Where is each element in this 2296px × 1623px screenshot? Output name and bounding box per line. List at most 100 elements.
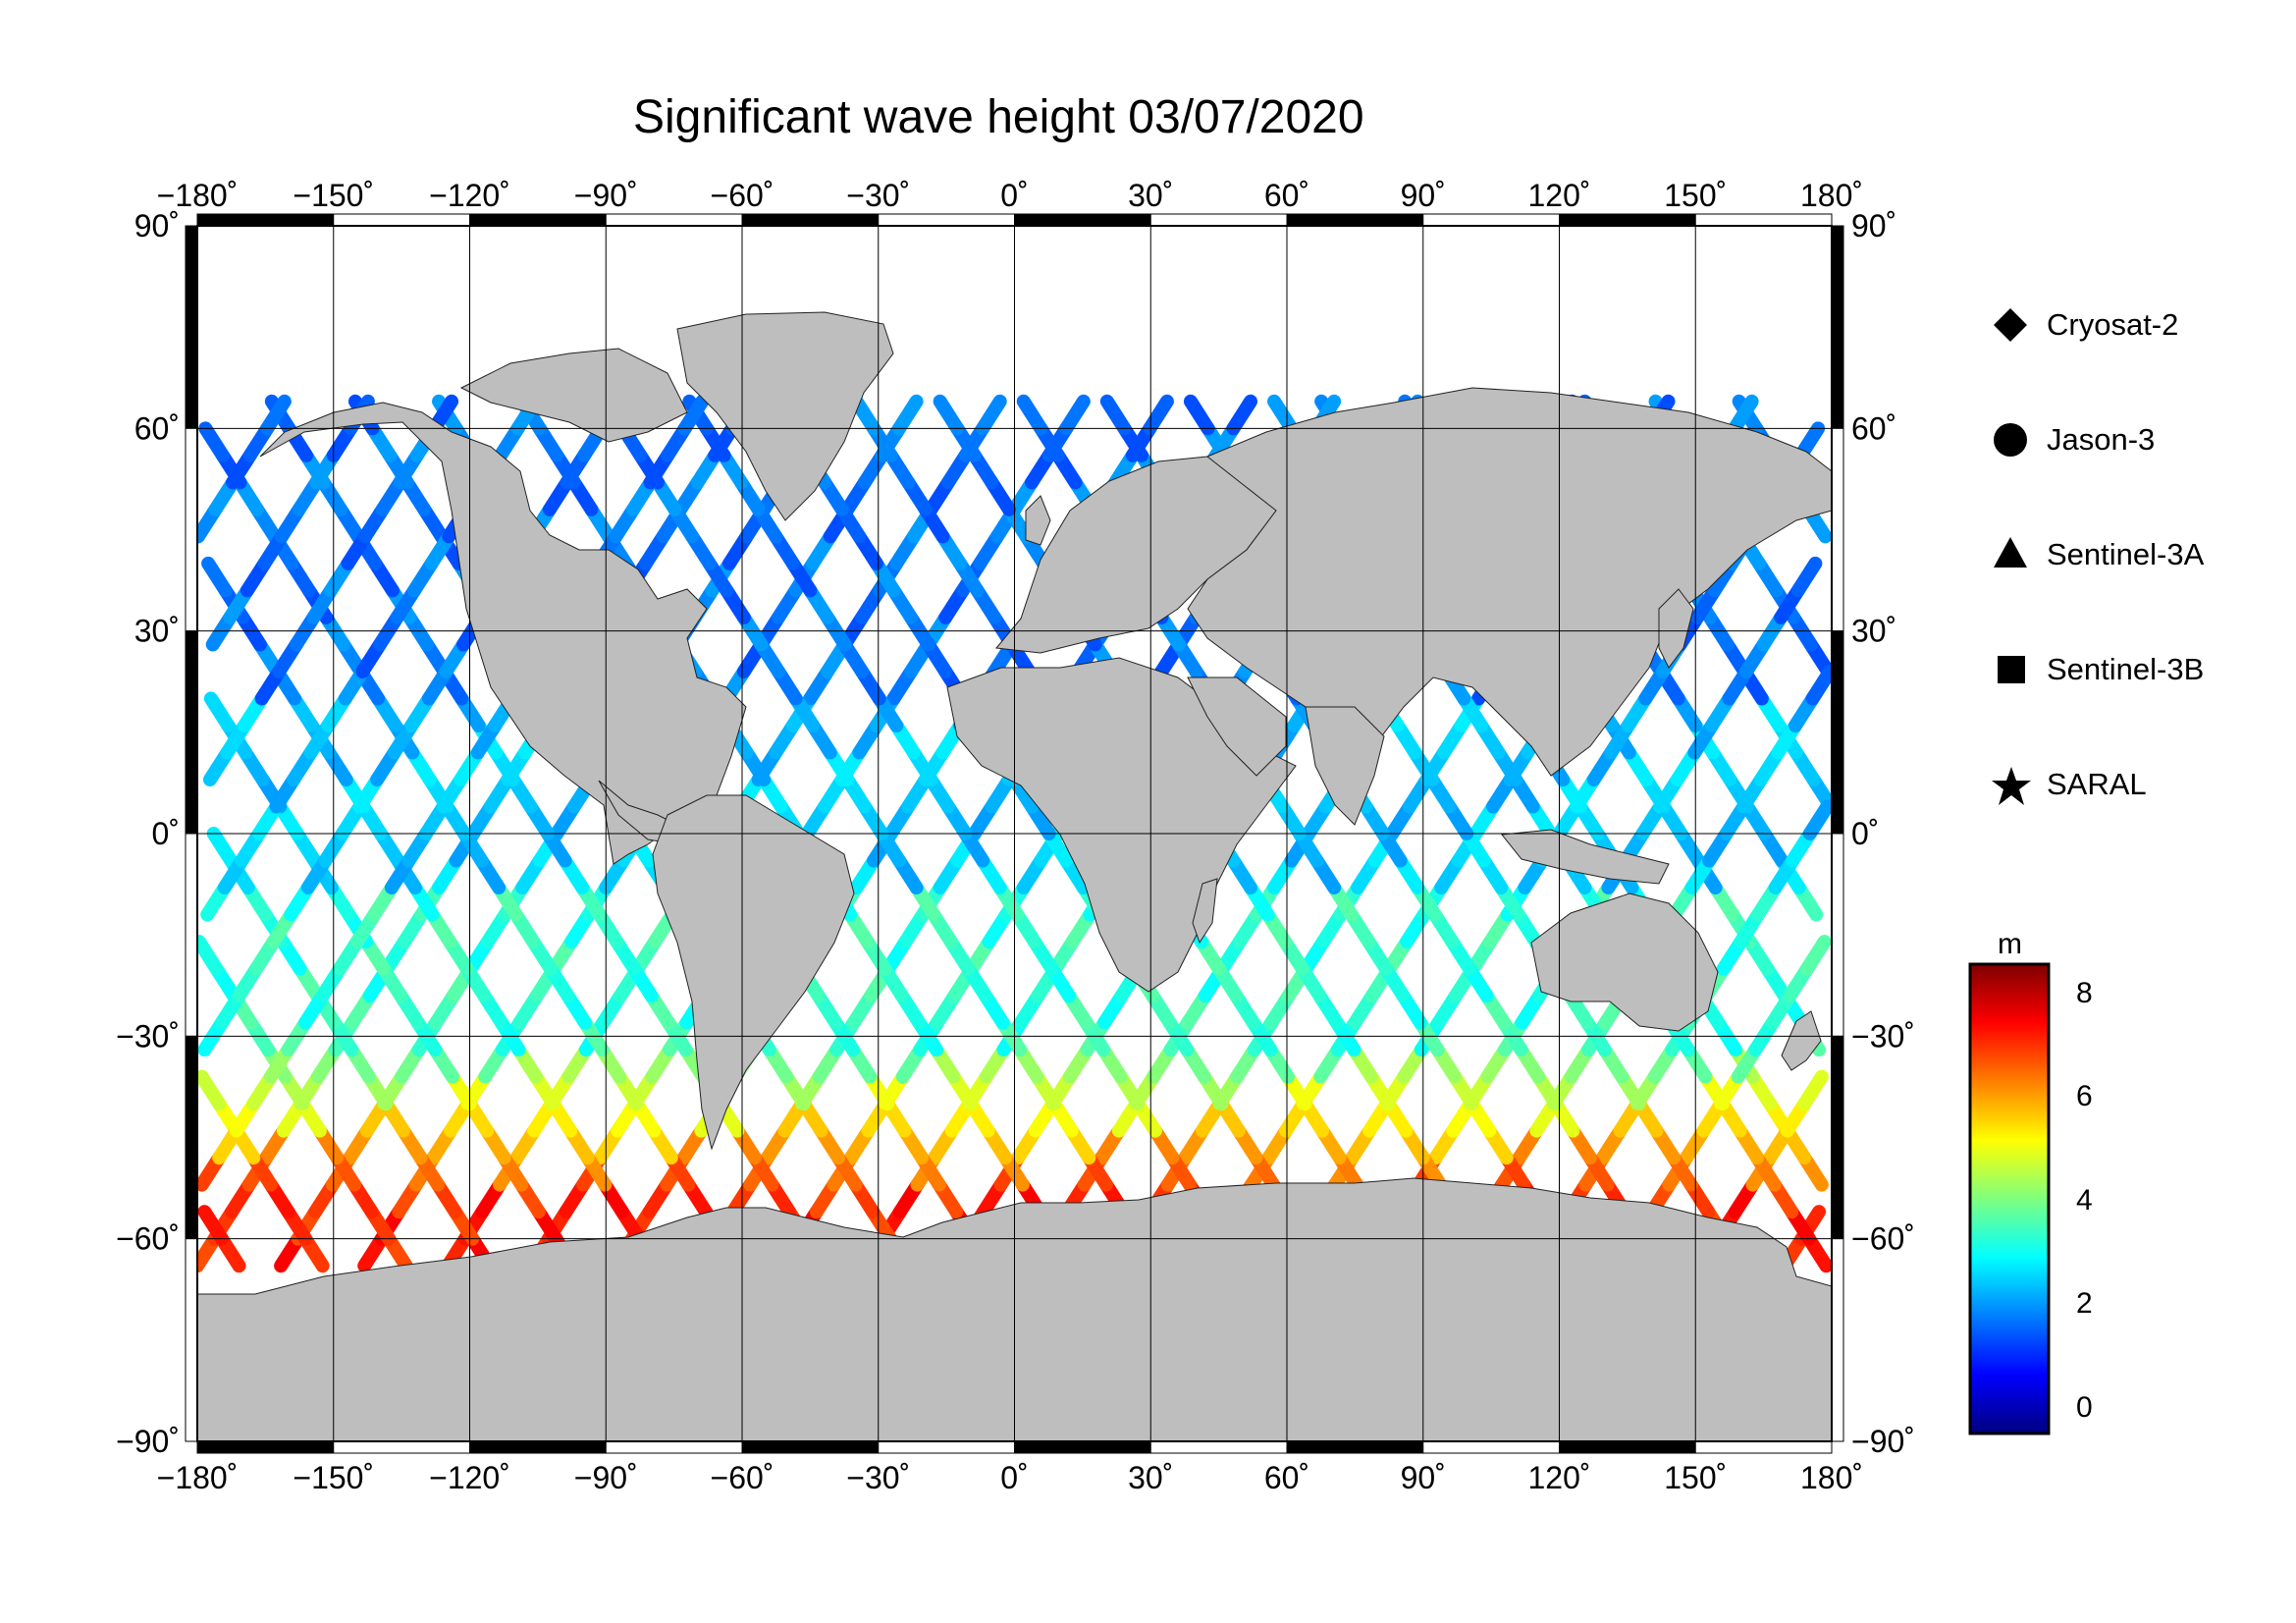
new-zealand [1781,1010,1822,1071]
frame-segment [1831,833,1844,1037]
track-segment [1800,935,1832,976]
track-segment [1183,394,1215,436]
lon-tick-top: 120˚ [1527,178,1590,213]
madagascar [1192,878,1218,945]
lon-tick-top: 0˚ [1000,178,1028,213]
lat-tick-left: 30˚ [134,614,180,649]
track-segment [1802,799,1832,840]
frame-segment [185,833,198,1037]
lon-tick-top: 90˚ [1401,178,1446,213]
lat-tick-left: 90˚ [134,208,180,243]
chart-title: Significant wave height 03/07/2020 [633,91,1364,143]
lon-tick-top: −180˚ [157,178,239,213]
frame-segment [878,1440,1015,1454]
frame-segment [1149,1440,1288,1454]
frame-segment [1831,630,1844,835]
lon-tick-bottom: 180˚ [1800,1460,1863,1495]
lon-tick-top: 60˚ [1264,178,1309,213]
frame-segment [1831,1238,1844,1442]
australia [1530,893,1719,1032]
track-segment [197,1205,229,1246]
frame-segment [185,630,198,835]
lon-tick-top: −30˚ [846,178,910,213]
frame-segment [185,1238,198,1442]
lon-tick-top: 180˚ [1800,178,1863,213]
frame-segment [469,213,607,227]
frame-segment [1831,225,1844,429]
track-segment [1728,394,1759,436]
lon-tick-bottom: −180˚ [157,1460,239,1495]
legend-label-sentinel-3a: Sentinel-3A [2047,537,2205,571]
legend-label-saral: SARAL [2047,767,2147,801]
lat-tick-right: 60˚ [1851,410,1896,446]
frame-segment [741,213,880,227]
frame-segment [196,1440,335,1454]
colorbar-tick-0: 0 [2076,1391,2093,1424]
lat-tick-right: −90˚ [1851,1424,1915,1459]
lon-tick-bottom: 150˚ [1664,1460,1727,1495]
lat-tick-right: 90˚ [1851,208,1896,243]
star-icon [1992,767,2031,805]
lon-tick-top: −150˚ [293,178,374,213]
lon-tick-top: −90˚ [574,178,638,213]
frame-segment [1831,1035,1844,1240]
circle-icon [1994,423,2027,457]
colorbar-tick-2: 2 [2076,1287,2093,1320]
japan [1658,588,1694,669]
frame-segment [605,213,743,227]
lon-tick-bottom: −60˚ [711,1460,774,1495]
track-segment [933,394,965,436]
track-segment [1797,1069,1829,1111]
track-segment [1099,394,1132,436]
frame-segment [196,213,335,227]
track-segment [260,394,292,436]
frame-segment [605,1440,743,1454]
frame-segment [1286,1440,1424,1454]
lon-tick-top: 30˚ [1128,178,1173,213]
frame-segment [741,1440,880,1454]
lon-tick-bottom: 120˚ [1527,1460,1590,1495]
track-segment [849,394,881,436]
south-america [652,794,855,1151]
lat-tick-left: −60˚ [116,1221,180,1257]
lat-tick-left: 60˚ [134,410,180,446]
track-segment [1143,394,1174,436]
lat-tick-left: −30˚ [116,1018,180,1054]
lat-tick-right: 30˚ [1851,614,1896,649]
track-segment [892,394,924,436]
frame-segment [1422,1440,1560,1454]
legend-label-sentinel-3b: Sentinel-3B [2047,652,2205,686]
track-segment [1267,394,1299,436]
lon-tick-bottom: −150˚ [293,1460,374,1495]
legend-label-cryosat: Cryosat-2 [2047,307,2179,342]
frame-segment [1014,1440,1151,1454]
track-segment [1016,394,1048,436]
frame-segment [1286,213,1424,227]
frame-segment [1422,213,1560,227]
lon-tick-bottom: −120˚ [429,1460,510,1495]
frame-segment [469,1440,607,1454]
lon-tick-top: −120˚ [429,178,510,213]
triangle-icon [1994,537,2027,568]
lon-tick-top: 150˚ [1664,178,1727,213]
diamond-icon [1994,308,2027,342]
india [1305,706,1385,826]
track-segment [1790,556,1823,598]
frame-segment [1831,427,1844,632]
indonesia [1501,829,1670,885]
lon-tick-bottom: 30˚ [1128,1460,1173,1495]
lon-tick-bottom: −90˚ [574,1460,638,1495]
track-segment [203,691,236,732]
frame-segment [333,213,470,227]
frame-segment [333,1440,470,1454]
track-segment [1059,394,1091,436]
track-segment [1805,664,1832,706]
legend-label-jason: Jason-3 [2047,422,2156,457]
colorbar-unit: m [1998,928,2022,960]
lon-tick-bottom: 0˚ [1000,1460,1028,1495]
frame-segment [1694,1440,1833,1454]
track-segment [197,935,224,976]
lat-tick-right: −30˚ [1851,1018,1915,1054]
lat-tick-left: 0˚ [152,816,180,851]
